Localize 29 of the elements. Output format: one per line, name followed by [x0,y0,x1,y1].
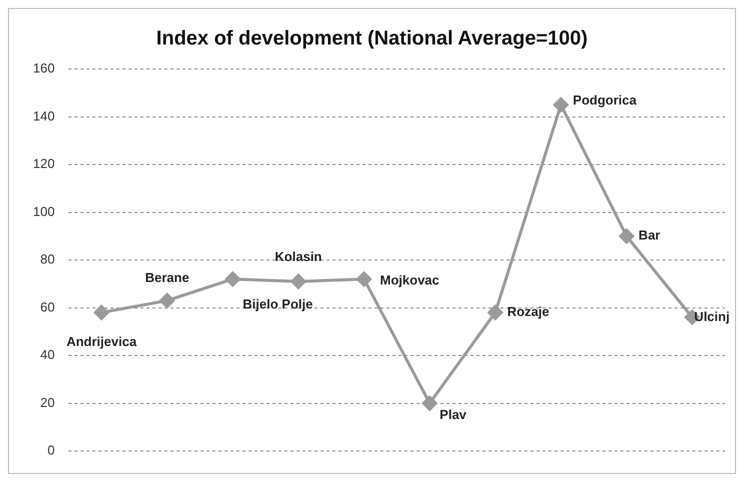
point [619,228,634,244]
annotation: Podgorica [572,92,638,108]
annotation: Kolasin [274,249,322,264]
annotation: Bijelo Polje [242,296,313,312]
point [422,396,438,411]
annotation: Rozaje [507,304,550,320]
annotation: Mojkovac [380,272,440,288]
point [94,305,110,320]
y-tick-label: 80 [40,252,55,267]
point [160,293,175,308]
point [488,305,503,320]
point [225,272,240,287]
y-tick-label: 60 [40,299,55,314]
y-tick-label: 140 [32,108,55,124]
point [356,272,372,287]
annotation: Andrijevica [66,334,138,350]
y-tick-label: 40 [40,347,55,362]
y-tick-label: 100 [32,204,55,219]
y-tick-label: 0 [47,442,55,458]
y-tick-label: 20 [40,394,55,410]
chart-title: Index of development (National Average=100) [156,28,588,50]
annotation: Plav [440,406,468,422]
point [290,274,306,289]
y-tick-label: 120 [32,156,55,172]
annotation: Ulcinj [694,308,730,324]
annotation: Berane [145,270,190,286]
y-tick-label: 160 [32,60,55,76]
annotation: Bar [638,228,660,243]
point [553,97,568,112]
